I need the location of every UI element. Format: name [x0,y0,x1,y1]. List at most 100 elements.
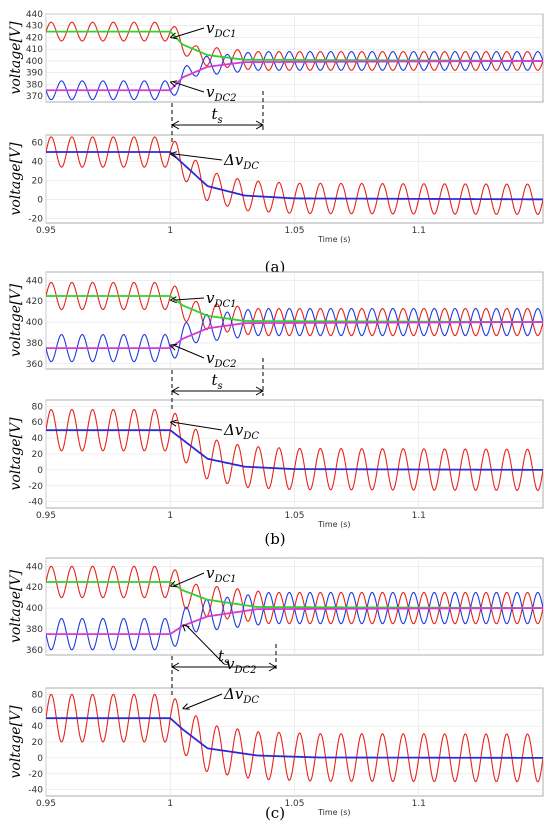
xtick-label: 1.1 [412,511,426,521]
ytick-label: 370 [26,92,43,102]
ts-arrow-left [170,386,180,396]
ts-label-sub: s [218,381,223,392]
dvdc-label-sub: DC [242,161,259,172]
panel-label: (c) [265,804,285,822]
ytick-label: 20 [32,450,44,460]
ytick-label: 420 [26,297,43,307]
vdc1-arrow-line [173,572,205,587]
vdc1-arrow-head [170,296,177,304]
ytick-label: 0 [37,195,43,205]
dvdc-label-sub: DC [242,431,259,442]
series-line [46,151,543,201]
ytick-label: 40 [32,434,44,444]
series-line [46,60,543,92]
ytick-label: 390 [26,69,43,79]
dvdc-arrow-head [169,419,178,427]
plot-1-1: -40 -20 0 20 40 60 80 0.95 1 1.05 1.1 Time (s) volta… [8,399,544,529]
vdc1-arrow-head [169,580,178,588]
x-axis-title: Time (s) [317,808,351,817]
ts-label-sub: s [218,115,223,126]
ts-label: ts [212,371,223,392]
xtick-label: 1.05 [284,511,304,521]
ytick-label: 60 [32,139,44,149]
xtick-label: 1.1 [412,226,426,236]
vdc2-label-sub: DC2 [233,665,256,676]
ytick-label: 0 [37,466,43,476]
ytick-label: 400 [26,604,43,614]
ytick-label: 0 [37,754,43,764]
xtick-label: 0.95 [36,799,56,809]
ts-arrow-left [170,662,180,672]
dvdc-arrow-line [185,693,223,710]
y-axis-title: voltage[V] [8,705,24,779]
vdc1-arrow-head [169,32,178,40]
y-axis-title: voltage[V] [8,21,24,95]
ytick-label: 360 [26,646,43,656]
x-axis-title: Time (s) [317,235,351,244]
vdc1-label-sub: DC1 [213,574,236,585]
ts-label: ts [218,647,229,668]
y-axis-title: voltage[V] [8,569,24,643]
ytick-label: 80 [32,690,44,700]
ytick-label: 420 [26,33,43,43]
dvdc-arrow-head [182,703,190,710]
ytick-label: -40 [28,498,43,508]
series-line [46,321,543,350]
ytick-label: 420 [26,583,43,593]
ytick-label: 430 [26,22,43,32]
ytick-label: 440 [26,276,43,286]
ytick-label: 380 [26,339,43,349]
vdc1-arrow-line [173,27,205,38]
xtick-label: 1.05 [284,226,304,236]
ytick-label: 20 [32,176,44,186]
dvdc-label-sub: DC [242,695,259,706]
vdc1-arrow-line [173,297,205,301]
vdc1-label-sub: DC1 [213,299,236,310]
plot-0-1: -20 0 20 40 60 0.95 1 1.05 1.1 Time (s) voltage[V] [8,134,544,244]
xtick-label: 1.05 [284,799,304,809]
vdc2-arrow-line [173,344,205,359]
xtick-label: 1.1 [412,799,426,809]
ytick-label: -20 [28,770,43,780]
ts-arrow-right [255,120,265,130]
panel-label: (b) [264,530,285,548]
xtick-label: 0.95 [36,511,56,521]
y-axis-title: voltage[V] [8,142,24,216]
vdc2-label: vDC2 [226,655,257,676]
ytick-label: 410 [26,45,43,55]
ytick-label: 380 [26,80,43,90]
y-axis-title: voltage[V] [8,417,24,491]
vdc1-label-sub: DC1 [213,29,236,40]
ytick-label: 380 [26,625,43,635]
xtick-label: 1 [167,799,173,809]
plot-2-1: -40 -20 0 20 40 60 80 0.95 1 1.05 1.1 Time (s) volta… [8,687,544,817]
ytick-label: 80 [32,402,44,412]
vdc2-arrow-line [173,81,205,93]
xtick-label: 1 [167,511,173,521]
ytick-label: -40 [28,786,43,796]
ytick-label: -20 [28,214,43,224]
ts-arrow-right [268,662,278,672]
series-line [46,429,543,471]
ytick-label: 400 [26,57,43,67]
ts-label: ts [212,105,223,126]
series-line [46,607,543,636]
panel-label: (a) [265,258,286,276]
ytick-label: 360 [26,360,43,370]
xtick-label: 0.95 [36,226,56,236]
ytick-label: 440 [26,10,43,20]
dvdc-arrow-line [173,153,223,161]
ytick-label: 400 [26,318,43,328]
ytick-label: 440 [26,562,43,572]
ytick-label: 40 [32,157,44,167]
vdc2-arrow-head [182,624,190,632]
ts-arrow-right [255,386,265,396]
ts-arrow-left [170,120,180,130]
vdc2-arrow-head [169,80,178,88]
xtick-label: 1 [167,226,173,236]
ytick-label: -20 [28,482,43,492]
